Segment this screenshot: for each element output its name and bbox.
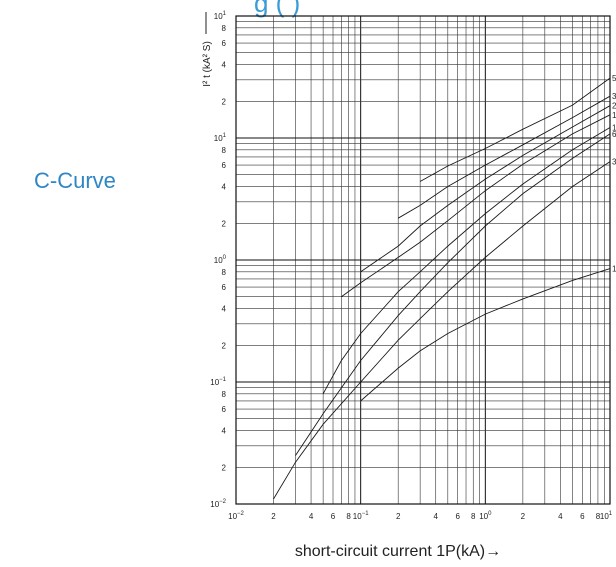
y-tick-labels: 10−2 2 4 6 8 10−1 2 4 6 8 100 2 4 6 8 101 2 4 6 8 101 [210,11,226,509]
x-tick-label: 8 [596,512,601,521]
x-tick-label: 100 [479,511,492,521]
x-tick-label: 4 [309,512,314,521]
series-line [341,114,611,298]
y-tick-label: 2 [222,97,227,106]
series-label: 1 [612,265,616,274]
series-line [273,161,611,500]
x-tick-label: 2 [521,512,526,521]
series-label: 3 [612,158,616,167]
series-line [322,127,611,395]
x-tick-label: 101 [600,511,613,521]
curve-title: C-Curve [34,168,116,193]
x-tick-label: 2 [396,512,401,521]
series-line [295,133,611,456]
y-tick-label: 101 [214,133,227,143]
x-tick-label: 8 [471,512,476,521]
x-tick-label: 6 [580,512,585,521]
y-tick-label: 8 [222,268,227,277]
y-tick-label: 101 [214,11,227,21]
y-tick-label: 4 [222,183,227,192]
series [273,77,611,500]
y-tick-label: 8 [222,390,227,399]
y-tick-label: 4 [222,61,227,70]
series-line [397,95,611,219]
y-tick-label: 2 [222,341,227,350]
series-label: 1 [612,123,616,132]
series-label: 13 [612,111,616,120]
series-line [360,105,611,273]
y-tick-label: 4 [222,305,227,314]
y-tick-label: 2 [222,219,227,228]
y-tick-label: 10−2 [210,499,226,509]
plot-frame [235,15,611,505]
x-tick-labels: 10−2 2 4 6 8 10−1 2 4 6 8 100 2 4 6 8 101 [228,511,613,521]
y-tick-label: 100 [214,255,227,265]
y-tick-label: 8 [222,24,227,33]
series-line [419,77,611,182]
y-tick-label: 8 [222,146,227,155]
y-tick-label: 6 [222,283,227,292]
series-label: 20 [612,102,616,111]
header-fragment: g ( ) [254,0,301,18]
y-tick-label: 6 [222,39,227,48]
y-tick-label: 6 [222,161,227,170]
y-tick-label: 4 [222,427,227,436]
x-tick-label: 4 [433,512,438,521]
series-line [360,268,611,402]
x-tick-label: 4 [558,512,563,521]
series-label: 5 [612,74,616,83]
x-tick-label: 10−2 [228,511,244,521]
y-tick-label: 2 [222,463,227,472]
series-label: 6 [612,130,616,139]
series-labels: 5320131631 [612,74,616,274]
x-tick-label: 6 [331,512,336,521]
x-tick-label: 6 [455,512,460,521]
y-axis-label: I² t (kA² S) [202,41,213,87]
x-tick-label: 10−1 [353,511,369,521]
x-tick-label: 2 [271,512,276,521]
y-tick-label: 6 [222,405,227,414]
y-tick-label: 10−1 [210,377,226,387]
series-label: 3 [612,92,616,101]
grid [235,15,611,505]
x-tick-label: 8 [346,512,351,521]
x-axis-label: short-circuit current 1P(kA)→ [295,543,501,560]
